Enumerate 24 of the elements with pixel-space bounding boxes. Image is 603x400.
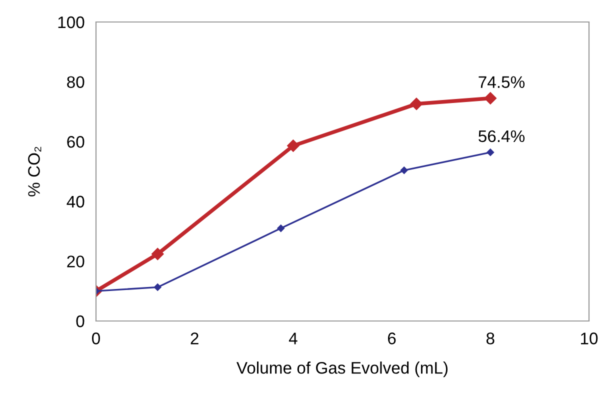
y-tick-label: 100 <box>58 16 84 28</box>
point <box>486 148 494 156</box>
annotation: 74.5% <box>478 76 525 88</box>
x-tick-label: 2 <box>190 332 198 344</box>
y-axis-title: % CO₂ <box>28 146 42 196</box>
x-tick-label: 4 <box>288 332 298 344</box>
point <box>154 284 162 291</box>
x-tick-label: 8 <box>486 332 494 344</box>
annotation: 56.4% <box>478 130 525 142</box>
point <box>484 92 496 104</box>
point <box>400 166 408 174</box>
y-tick-label: 20 <box>67 256 84 268</box>
point <box>152 248 164 260</box>
x-tick-label: 6 <box>388 332 396 344</box>
point <box>410 98 423 110</box>
x-tick-label: 0 <box>92 332 100 344</box>
y-tick-label: 80 <box>67 76 84 88</box>
point <box>277 224 285 232</box>
y-tick-label: 40 <box>66 196 84 208</box>
point <box>287 140 300 152</box>
y-tick-label: 0 <box>76 315 84 328</box>
y-tick-label: 60 <box>67 136 84 148</box>
x-axis-title: Volume of Gas Evolved (mL) <box>236 362 448 378</box>
x-tick-label: 10 <box>581 332 598 344</box>
